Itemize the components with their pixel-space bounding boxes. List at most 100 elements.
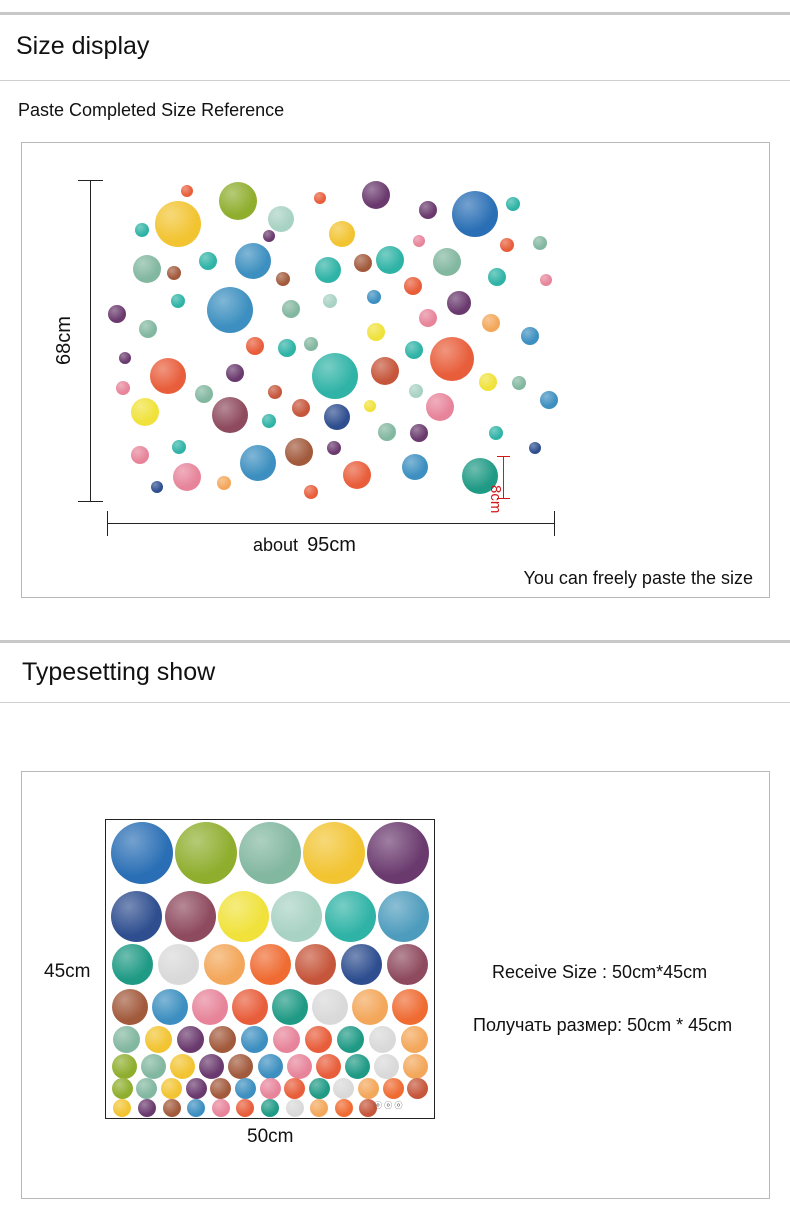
receive-size-russian: Получать размер: 50cm * 45cm: [473, 1015, 733, 1035]
color-dot: [135, 223, 149, 237]
typesetting-panel: 45cm ⓞ ⓞ ⓞ 50cm Receive Size : 50cm*45cm…: [21, 771, 770, 1199]
color-dot: [272, 1025, 300, 1053]
width-dimension-cap-right: [554, 511, 555, 536]
color-dot: [352, 989, 388, 1025]
color-dot: [373, 1053, 399, 1079]
color-dot: [232, 989, 268, 1025]
color-dot: [340, 943, 382, 985]
color-dot: [333, 1077, 355, 1099]
color-dot: [268, 385, 282, 399]
color-dot: [323, 294, 337, 308]
height-dimension-cap-top: [78, 180, 103, 181]
color-dot: [167, 266, 181, 280]
color-dot: [303, 822, 365, 884]
color-dot: [324, 404, 350, 430]
dot-size-cap-top: [497, 456, 510, 457]
free-paste-note: You can freely paste the size: [523, 568, 753, 588]
color-dot: [315, 1053, 341, 1079]
color-dot: [367, 323, 385, 341]
color-dot: [112, 989, 148, 1025]
color-dot: [324, 890, 376, 942]
color-dot: [386, 943, 428, 985]
dot-size-label: 8cm: [487, 485, 504, 514]
brand-logo-marks: ⓞ ⓞ ⓞ: [374, 1101, 403, 1110]
color-dot: [402, 1053, 428, 1079]
color-dot: [111, 890, 163, 942]
color-dot: [368, 1025, 396, 1053]
color-dot: [259, 1077, 281, 1099]
color-dot: [419, 201, 437, 219]
color-dot: [327, 441, 341, 455]
section-divider-3: [0, 702, 790, 703]
color-dot: [304, 337, 318, 351]
color-dot: [392, 989, 428, 1025]
color-dot: [344, 1053, 370, 1079]
color-dot: [286, 1053, 312, 1079]
color-dot: [210, 1077, 232, 1099]
color-dot: [479, 373, 497, 391]
color-dot: [217, 476, 231, 490]
color-dot: [155, 201, 201, 247]
color-dot: [172, 440, 186, 454]
color-dot: [111, 822, 173, 884]
width-dimension-cap-left: [107, 511, 108, 536]
color-dot: [161, 1077, 183, 1099]
color-dot: [329, 221, 355, 247]
color-dot: [404, 277, 422, 295]
color-dot: [144, 1025, 172, 1053]
color-dot: [500, 238, 514, 252]
top-divider: [0, 12, 790, 15]
size-reference-panel: 68cm about 95cm 8cm You can freely paste…: [21, 142, 770, 598]
color-dot: [192, 989, 228, 1025]
receive-size-english: Receive Size : 50cm*45cm: [492, 962, 708, 982]
color-dot: [212, 397, 248, 433]
color-dot: [217, 890, 269, 942]
color-dot: [359, 1099, 378, 1117]
color-dot: [136, 1077, 158, 1099]
color-dot: [271, 890, 323, 942]
color-dot: [314, 192, 326, 204]
color-dot: [362, 181, 390, 209]
color-dot: [226, 364, 244, 382]
color-dot: [400, 1025, 428, 1053]
color-dot: [112, 943, 154, 985]
sheet-height-label: 45cm: [44, 961, 91, 982]
color-dot: [410, 424, 428, 442]
color-dot: [170, 1053, 196, 1079]
color-dot: [285, 438, 313, 466]
color-dot: [240, 445, 276, 481]
color-dot: [312, 989, 348, 1025]
color-dot: [236, 1099, 255, 1117]
width-label-value: 95cm: [307, 534, 356, 556]
color-dot: [173, 463, 201, 491]
color-dot: [268, 206, 294, 232]
color-dot: [164, 890, 216, 942]
color-dot: [462, 458, 498, 494]
color-dot: [482, 314, 500, 332]
color-dot: [234, 1077, 256, 1099]
sticker-sheet: ⓞ ⓞ ⓞ: [105, 819, 435, 1119]
color-dot: [113, 1099, 132, 1117]
color-dot: [199, 252, 217, 270]
color-dot: [540, 274, 552, 286]
color-dot: [151, 481, 163, 493]
color-dot: [152, 989, 188, 1025]
color-dot: [199, 1053, 225, 1079]
height-dimension-line: [90, 180, 91, 502]
height-dimension-cap-bottom: [78, 501, 103, 502]
color-dot: [257, 1053, 283, 1079]
color-dot: [246, 337, 264, 355]
color-dot: [158, 943, 200, 985]
color-dot: [512, 376, 526, 390]
size-reference-subtitle: Paste Completed Size Reference: [18, 100, 285, 120]
color-dot: [343, 461, 371, 489]
width-label-prefix: about: [253, 535, 299, 555]
section-title-typesetting: Typesetting show: [22, 658, 216, 686]
color-dot: [185, 1077, 207, 1099]
color-dot: [112, 1053, 138, 1079]
color-dot: [382, 1077, 404, 1099]
color-dot: [175, 822, 237, 884]
color-dot: [452, 191, 498, 237]
color-dot: [249, 943, 291, 985]
color-dot: [278, 339, 296, 357]
